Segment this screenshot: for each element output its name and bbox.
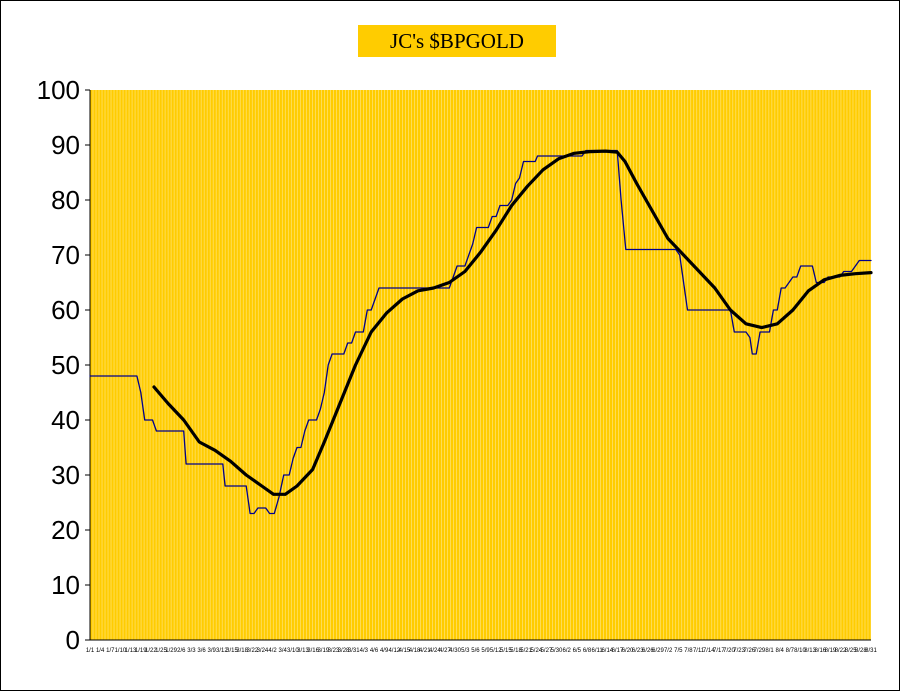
x-tick-label: 3/16 (307, 648, 319, 654)
x-tick-label: 3/13 (297, 648, 309, 654)
y-tick-label: 30 (51, 460, 80, 490)
x-tick-label: 4/30 (449, 648, 461, 654)
x-tick-label: 8/19 (825, 648, 837, 654)
x-tick-label: 5/9 (481, 648, 490, 654)
x-tick-label: 6/20 (622, 648, 634, 654)
x-tick-label: 8/7 (786, 648, 795, 654)
x-tick-label: 3/18 (236, 648, 248, 654)
series-line-smoothed (152, 149, 873, 496)
x-tick-label: 4/12 (388, 648, 400, 654)
y-tick-label: 20 (51, 515, 80, 545)
x-tick-label: 5/18 (510, 648, 522, 654)
x-tick-label: 1/25 (155, 648, 167, 654)
x-tick-label: 3/12 (216, 648, 228, 654)
x-tick-label: 7/5 (674, 648, 683, 654)
x-axis-ticks: 1/1 1/4 1/7 1/101/131/191/221/251/29 2/6 3/3 3… (86, 648, 878, 654)
x-tick-label: 6/23 (632, 648, 644, 654)
x-tick-label: 3/23 (328, 648, 340, 654)
x-tick-label: 7/8 (684, 648, 693, 654)
y-tick-label: 0 (66, 625, 80, 655)
x-tick-label: 5/27 (541, 648, 553, 654)
x-tick-label: 3/15 (226, 648, 238, 654)
x-tick-label: 8/16 (814, 648, 826, 654)
x-tick-label: 1/29 (165, 648, 177, 654)
x-tick-label: 2/6 (177, 648, 186, 654)
x-tick-label: 6/2 (563, 648, 572, 654)
x-tick-label: 5/12 (490, 648, 502, 654)
x-tick-label: 6/29 (652, 648, 664, 654)
x-tick-label: 7/23 (733, 648, 745, 654)
x-tick-label: 1/19 (135, 648, 147, 654)
y-tick-label: 10 (51, 570, 80, 600)
x-tick-label: 5/6 (471, 648, 480, 654)
x-tick-label: 4/15 (399, 648, 411, 654)
x-tick-label: 4/24 (429, 648, 441, 654)
x-tick-label: 3/3 (187, 648, 196, 654)
grid-lines (89, 90, 872, 641)
x-tick-label: 3/6 (197, 648, 206, 654)
x-tick-label: 3/22 (246, 648, 258, 654)
x-tick-label: 3/10 (287, 648, 299, 654)
x-tick-label: 8/22 (835, 648, 847, 654)
chart-title: JC's $BPGOLD (358, 25, 556, 57)
x-tick-label: 7/26 (743, 648, 755, 654)
x-tick-label: 6/26 (642, 648, 654, 654)
y-axis-ticks: 0 10 20 30 40 50 60 70 80 90 100 (37, 75, 90, 655)
y-tick-label: 80 (51, 185, 80, 215)
x-tick-label: 7/29 (754, 648, 766, 654)
x-tick-label: 5/30 (551, 648, 563, 654)
x-tick-label: 7/2 (664, 648, 673, 654)
x-tick-label: 4/21 (419, 648, 431, 654)
x-tick-label: 7/20 (723, 648, 735, 654)
y-tick-label: 100 (37, 75, 80, 105)
x-tick-label: 7/17 (713, 648, 725, 654)
series-group (89, 149, 873, 515)
x-tick-label: 1/13 (125, 648, 137, 654)
y-tick-label: 60 (51, 295, 80, 325)
x-tick-label: 8/31 (865, 648, 877, 654)
x-tick-label: 1/7 (106, 648, 115, 654)
x-tick-label: 1/1 (86, 648, 95, 654)
x-tick-label: 5/24 (530, 648, 542, 654)
x-tick-label: 6/11 (592, 648, 604, 654)
x-tick-label: 8/28 (855, 648, 867, 654)
x-tick-label: 1/10 (115, 648, 127, 654)
x-tick-label: 7/14 (703, 648, 715, 654)
x-tick-label: 1/22 (145, 648, 157, 654)
chart-title-text: JC's $BPGOLD (390, 28, 524, 53)
x-tick-label: 4/9 (380, 648, 389, 654)
x-tick-label: 8/13 (804, 648, 816, 654)
x-tick-label: 3/24 (257, 648, 269, 654)
x-tick-label: 4/6 (370, 648, 379, 654)
x-tick-label: 4/3 (360, 648, 369, 654)
x-tick-label: 6/17 (612, 648, 624, 654)
x-tick-label: 3/28 (338, 648, 350, 654)
x-tick-label: 1/4 (96, 648, 105, 654)
x-tick-label: 8/25 (845, 648, 857, 654)
x-tick-label: 3/9 (208, 648, 217, 654)
y-tick-label: 40 (51, 405, 80, 435)
x-tick-label: 5/21 (520, 648, 532, 654)
x-tick-label: 3/19 (317, 648, 329, 654)
y-tick-label: 70 (51, 240, 80, 270)
series-line-raw (89, 149, 872, 515)
x-tick-label: 6/8 (583, 648, 592, 654)
x-tick-label: 4/18 (409, 648, 421, 654)
x-tick-label: 4/2 (268, 648, 277, 654)
x-tick-label: 7/11 (693, 648, 705, 654)
x-tick-label: 8/10 (794, 648, 806, 654)
x-tick-label: 4/27 (439, 648, 451, 654)
x-tick-label: 3/31 (348, 648, 360, 654)
x-tick-label: 6/5 (573, 648, 582, 654)
x-tick-label: 8/4 (776, 648, 785, 654)
x-tick-label: 8/1 (765, 648, 774, 654)
x-tick-label: 3/4 (279, 648, 288, 654)
x-tick-label: 5/3 (461, 648, 470, 654)
x-tick-label: 6/14 (601, 648, 613, 654)
x-tick-label: 5/15 (500, 648, 512, 654)
y-tick-label: 90 (51, 130, 80, 160)
y-tick-label: 50 (51, 350, 80, 380)
